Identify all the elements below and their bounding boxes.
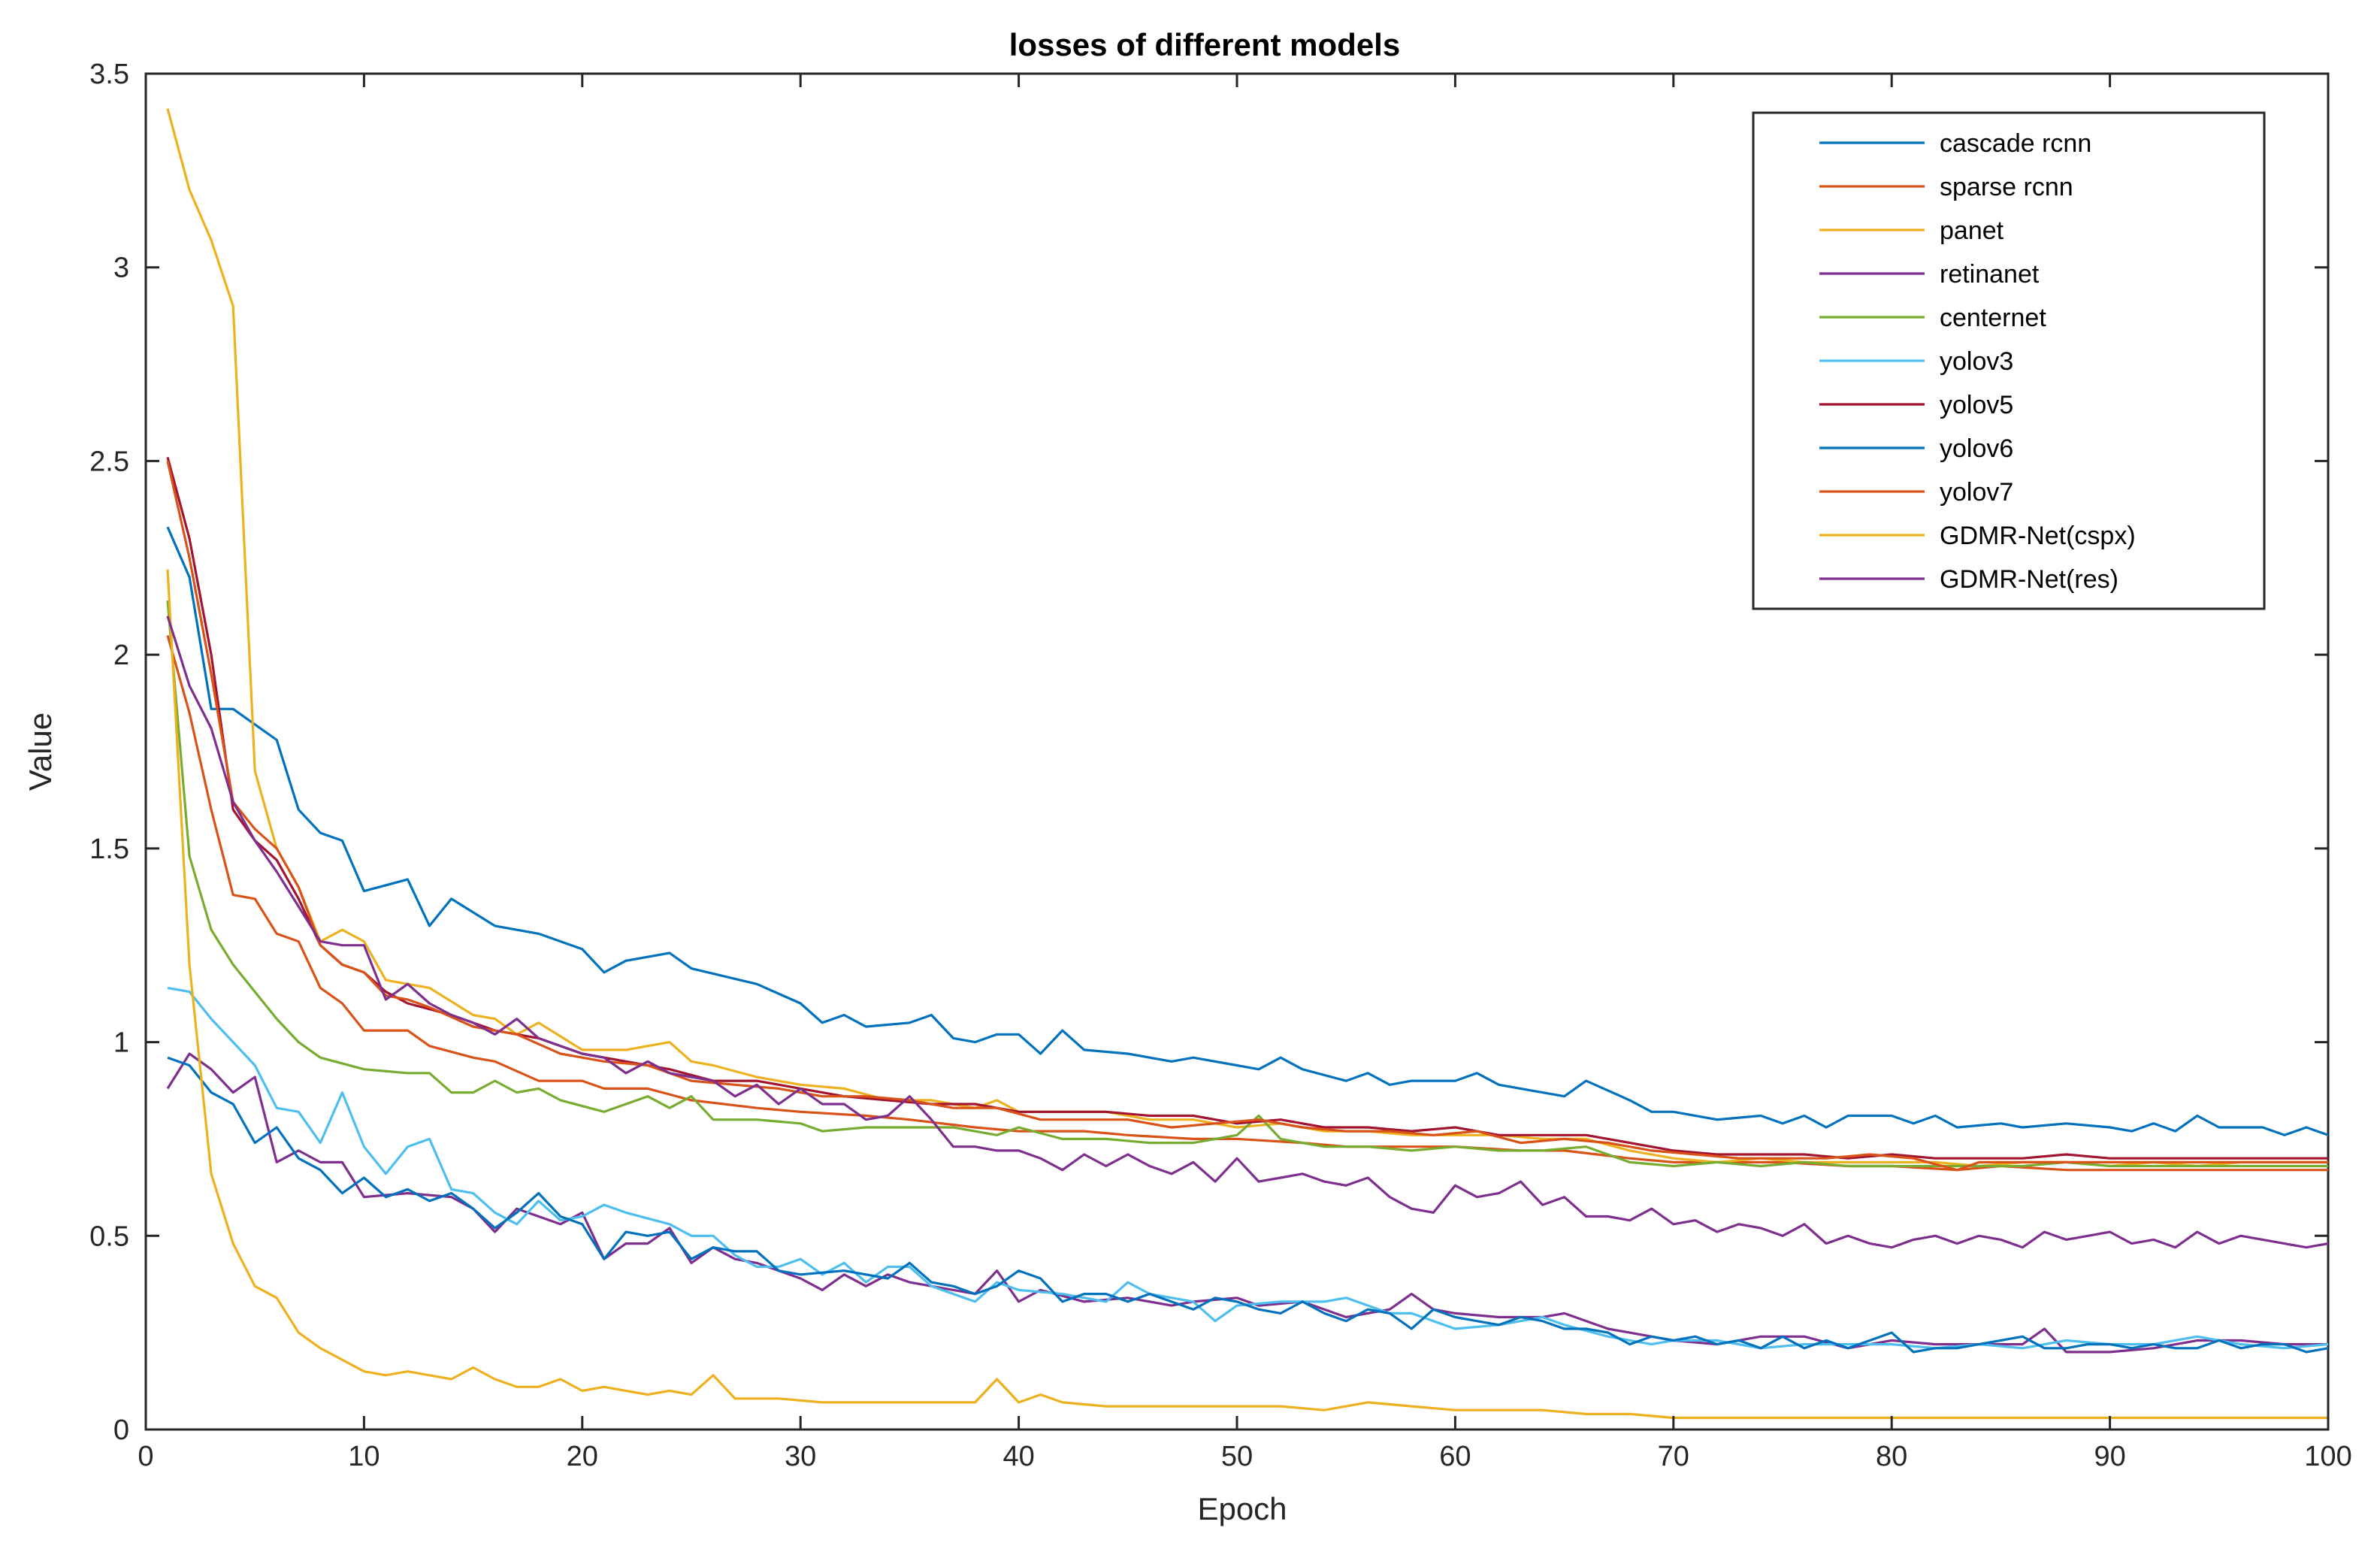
legend-label: sparse rcnn (1940, 173, 2073, 201)
legend-label: retinanet (1940, 260, 2040, 289)
x-tick-label: 50 (1221, 1441, 1253, 1472)
y-tick-label: 2 (113, 640, 129, 671)
plot-area: 0 10 20 30 40 50 60 70 80 90 100 0 0.5 1 1.5 2 2.5 3 3.5 (89, 59, 2352, 1472)
series-line-yolov6 (167, 1056, 2328, 1354)
y-axis: 0 0.5 1 1.5 2 2.5 3 3.5 (89, 59, 2328, 1446)
legend-label: yolov6 (1940, 434, 2013, 463)
legend-label: GDMR-Net(res) (1940, 565, 2118, 594)
series-line-yolov7 (166, 461, 2328, 1172)
legend-label: panet (1940, 216, 2004, 245)
x-tick-label: 0 (138, 1441, 153, 1472)
legend-label: yolov3 (1940, 347, 2013, 376)
legend-label: yolov5 (1940, 391, 2013, 419)
series-line-gdmr-net-cspx (166, 569, 2328, 1420)
legend-label: cascade rcnn (1940, 129, 2091, 158)
x-tick-label: 60 (1439, 1441, 1471, 1472)
y-tick-label: 1.5 (89, 834, 129, 865)
legend-label: yolov7 (1940, 478, 2013, 507)
series-line-cascade-rcnn (166, 526, 2328, 1136)
series-line-gdmr-net-res (166, 616, 2328, 1249)
y-axis-title: Value (23, 712, 58, 791)
x-tick-label: 100 (2304, 1441, 2351, 1472)
x-tick-label: 80 (1876, 1441, 1907, 1472)
y-tick-label: 1 (113, 1027, 129, 1059)
x-axis: 0 10 20 30 40 50 60 70 80 90 100 (138, 74, 2352, 1472)
legend-label: GDMR-Net(cspx) (1940, 522, 2136, 550)
legend-items: cascade rcnn sparse rcnn panet retinanet cen… (1819, 129, 2136, 594)
series-line-yolov3 (167, 986, 2328, 1350)
series-line-centernet (166, 600, 2328, 1168)
x-tick-label: 70 (1658, 1441, 1689, 1472)
x-tick-label: 10 (348, 1441, 380, 1472)
x-tick-label: 30 (785, 1441, 816, 1472)
y-tick-label: 2.5 (89, 446, 129, 477)
y-tick-label: 0.5 (89, 1221, 129, 1252)
x-tick-label: 20 (567, 1441, 598, 1472)
x-tick-label: 40 (1003, 1441, 1034, 1472)
y-tick-label: 0 (113, 1414, 129, 1446)
y-tick-label: 3 (113, 253, 129, 284)
x-tick-label: 90 (2094, 1441, 2125, 1472)
chart-title: losses of different models (1009, 27, 1400, 62)
legend-label: centernet (1940, 304, 2046, 332)
x-axis-title: Epoch (1197, 1491, 1287, 1526)
series-layer (166, 107, 2328, 1420)
legend: cascade rcnn sparse rcnn panet retinanet cen… (1752, 111, 2266, 610)
y-tick-label: 3.5 (89, 59, 129, 90)
